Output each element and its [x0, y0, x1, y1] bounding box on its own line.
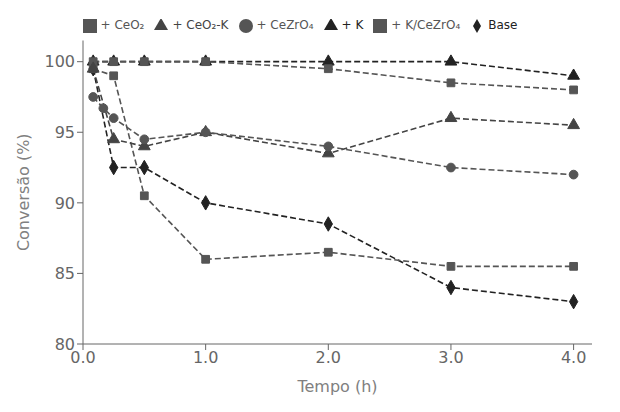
svg-text:0.0: 0.0 — [70, 348, 96, 368]
svg-text:4.0: 4.0 — [561, 348, 586, 367]
svg-text:100: 100 — [44, 52, 75, 71]
html-text:+ CeO₂: + CeO₂ — [100, 18, 145, 32]
html-text:+ K/CeZrO₄: + K/CeZrO₄ — [391, 18, 461, 32]
svg-text:85: 85 — [55, 264, 75, 283]
svg-text:90: 90 — [55, 194, 75, 213]
svg-text:3.0: 3.0 — [438, 348, 463, 367]
html-text:Base: Base — [488, 18, 518, 32]
svg-text:2.0: 2.0 — [316, 348, 341, 367]
html-text:+ CeZrO₄: + CeZrO₄ — [256, 18, 314, 32]
svg-text:80: 80 — [55, 335, 75, 354]
svg-text:95: 95 — [55, 123, 75, 142]
svg-text:Conversão (%): Conversão (%) — [14, 133, 33, 251]
svg-text:Tempo (h): Tempo (h) — [296, 377, 377, 396]
html-text:+ CeO₂-K: + CeO₂-K — [172, 18, 229, 32]
svg-text:1.0: 1.0 — [193, 348, 218, 367]
html-text:+ K: + K — [341, 18, 364, 32]
